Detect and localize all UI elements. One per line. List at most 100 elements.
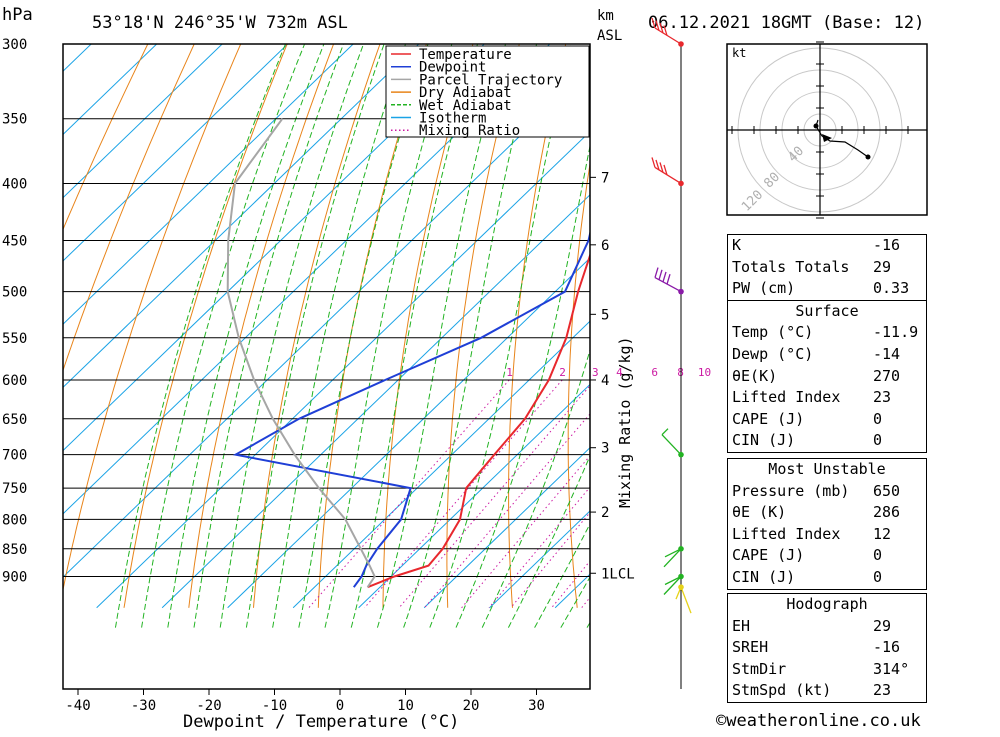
dry-adiabat-line [446, 44, 520, 608]
x-axis-label: Dewpoint / Temperature (°C) [183, 712, 459, 732]
temperature-tick-label: 10 [397, 698, 414, 714]
dry-adiabat-line [63, 44, 149, 231]
mixing-ratio-label: 1 [506, 366, 513, 379]
wet-adiabat-line [298, 44, 429, 628]
wind-barb [651, 157, 684, 187]
dry-adiabat-line [382, 44, 474, 608]
mixing-ratio-label: 10 [698, 366, 711, 379]
profile-series [226, 118, 590, 589]
temperature-line [367, 252, 590, 589]
surface-label: Lifted Index [732, 388, 841, 407]
pressure-tick-label: 850 [2, 542, 27, 558]
most-unstable-label: Pressure (mb) [732, 481, 850, 500]
km-tick-label: 6 [601, 238, 609, 254]
hodograph-table-title: Hodograph [786, 595, 868, 613]
wind-barb [651, 17, 684, 47]
surface-row: θE(K) 270 [728, 366, 926, 388]
isotherm-line [358, 383, 590, 609]
pressure-tick-label: 400 [2, 176, 27, 192]
pressure-tick-label: 350 [2, 112, 27, 128]
hodograph-row: StmDir 314° [728, 659, 926, 681]
dry-adiabat-line [63, 44, 242, 592]
most-unstable-value: 650 [873, 481, 901, 500]
km-tick-label: 2 [601, 505, 609, 521]
most-unstable-value: 0 [873, 546, 883, 565]
isotherm-line [96, 130, 590, 609]
hodograph-storm-marker [822, 134, 832, 142]
pressure-tick-label: 450 [2, 234, 27, 250]
temperature-tick-label: 20 [463, 698, 480, 714]
most-unstable-label: CIN (J) [732, 567, 796, 586]
legend-box [385, 45, 590, 138]
most-unstable-label: θE (K) [732, 503, 787, 522]
plot-frame [62, 43, 591, 690]
mixing-ratio-label: 6 [651, 366, 658, 379]
pressure-axis: 300 350 400 450 500 550 600 650 700 750 800 850 900 [2, 37, 27, 585]
most-unstable-value: 0 [873, 567, 883, 586]
temperature-tick-label: 0 [336, 698, 344, 714]
wind-barb [663, 573, 684, 595]
mixing-ratio-label: 2 [559, 366, 566, 379]
temperature-tick-label: -20 [196, 698, 221, 714]
dry-adiabat-line [508, 44, 567, 608]
hodograph-label: SREH [732, 638, 769, 657]
dry-adiabat-line [317, 44, 427, 608]
dry-adiabat-line [682, 0, 722, 608]
most-unstable-row: θE (K) 286 [728, 502, 926, 524]
wet-adiabat-line [114, 44, 287, 628]
pressure-tick-label: 800 [2, 512, 27, 528]
isotherm-line [63, 44, 354, 325]
wind-barb [663, 545, 684, 568]
hodograph-value: 23 [873, 681, 892, 700]
temperature-tick-label: 30 [528, 698, 545, 714]
isotherm-line [227, 257, 590, 609]
wet-adiabat-line [481, 348, 590, 628]
most-unstable-row: Lifted Index 12 [728, 524, 926, 546]
surface-row: CIN (J) 0 [728, 430, 926, 452]
legend-label: Parcel Trajectory [419, 72, 562, 88]
dry-adiabat-lines [63, 0, 1000, 608]
dry-adiabat-line [937, 0, 1000, 608]
most-unstable-title: Most Unstable [728, 458, 926, 481]
isotherm-line [63, 44, 92, 72]
index-k-row: K -16 [732, 236, 901, 254]
pressure-tick-label: 600 [2, 373, 27, 389]
pressure-tick-label: 300 [2, 37, 27, 53]
wet-adiabat-line [324, 44, 453, 628]
wet-adiabat-line [141, 44, 306, 628]
isotherm-line [63, 67, 590, 578]
legend-label: Mixing Ratio [419, 123, 520, 139]
hodograph-value: 29 [873, 616, 892, 635]
wind-barb [654, 267, 684, 295]
wet-adiabat-line [245, 44, 385, 628]
isotherm-line [292, 320, 590, 609]
mixing-ratio-axis-label: Mixing Ratio (g/kg) [616, 336, 634, 508]
wet-adiabat-line [507, 454, 590, 628]
temperature-tick-label: -30 [131, 698, 156, 714]
legend-label: Temperature [419, 47, 512, 63]
most-unstable-label: CAPE (J) [732, 546, 805, 565]
surface-value: 270 [873, 366, 901, 385]
mixing-ratio-label: 4 [616, 366, 623, 379]
mixing-ratio-line [424, 413, 590, 609]
hodograph-value: -16 [873, 638, 901, 657]
pressure-tick-label: 750 [2, 481, 27, 497]
hodograph-endpoint [865, 154, 871, 160]
mixing-ratio-label: 3 [592, 366, 599, 379]
most-unstable-value: 286 [873, 503, 901, 522]
hodograph-row: EH 29 [728, 616, 926, 638]
pressure-tick-label: 650 [2, 412, 27, 428]
hodograph-table: Hodograph EH 29 SREH -16 StmDir 314° StmSpd (k… [727, 593, 927, 703]
hodograph: kt 40 80 120 [726, 41, 928, 219]
most-unstable-row: CIN (J) 0 [728, 567, 926, 589]
hodograph-row: SREH -16 [728, 637, 926, 659]
most-unstable-table: Most Unstable Pressure (mb) 650 θE (K) 286 L… [727, 458, 927, 590]
dry-adiabat-line [63, 44, 195, 372]
location-title: 53°18'N 246°35'W 732m ASL [92, 13, 348, 33]
hodograph-label: StmSpd (kt) [732, 681, 832, 700]
asl-unit-label: ASL [597, 28, 622, 44]
